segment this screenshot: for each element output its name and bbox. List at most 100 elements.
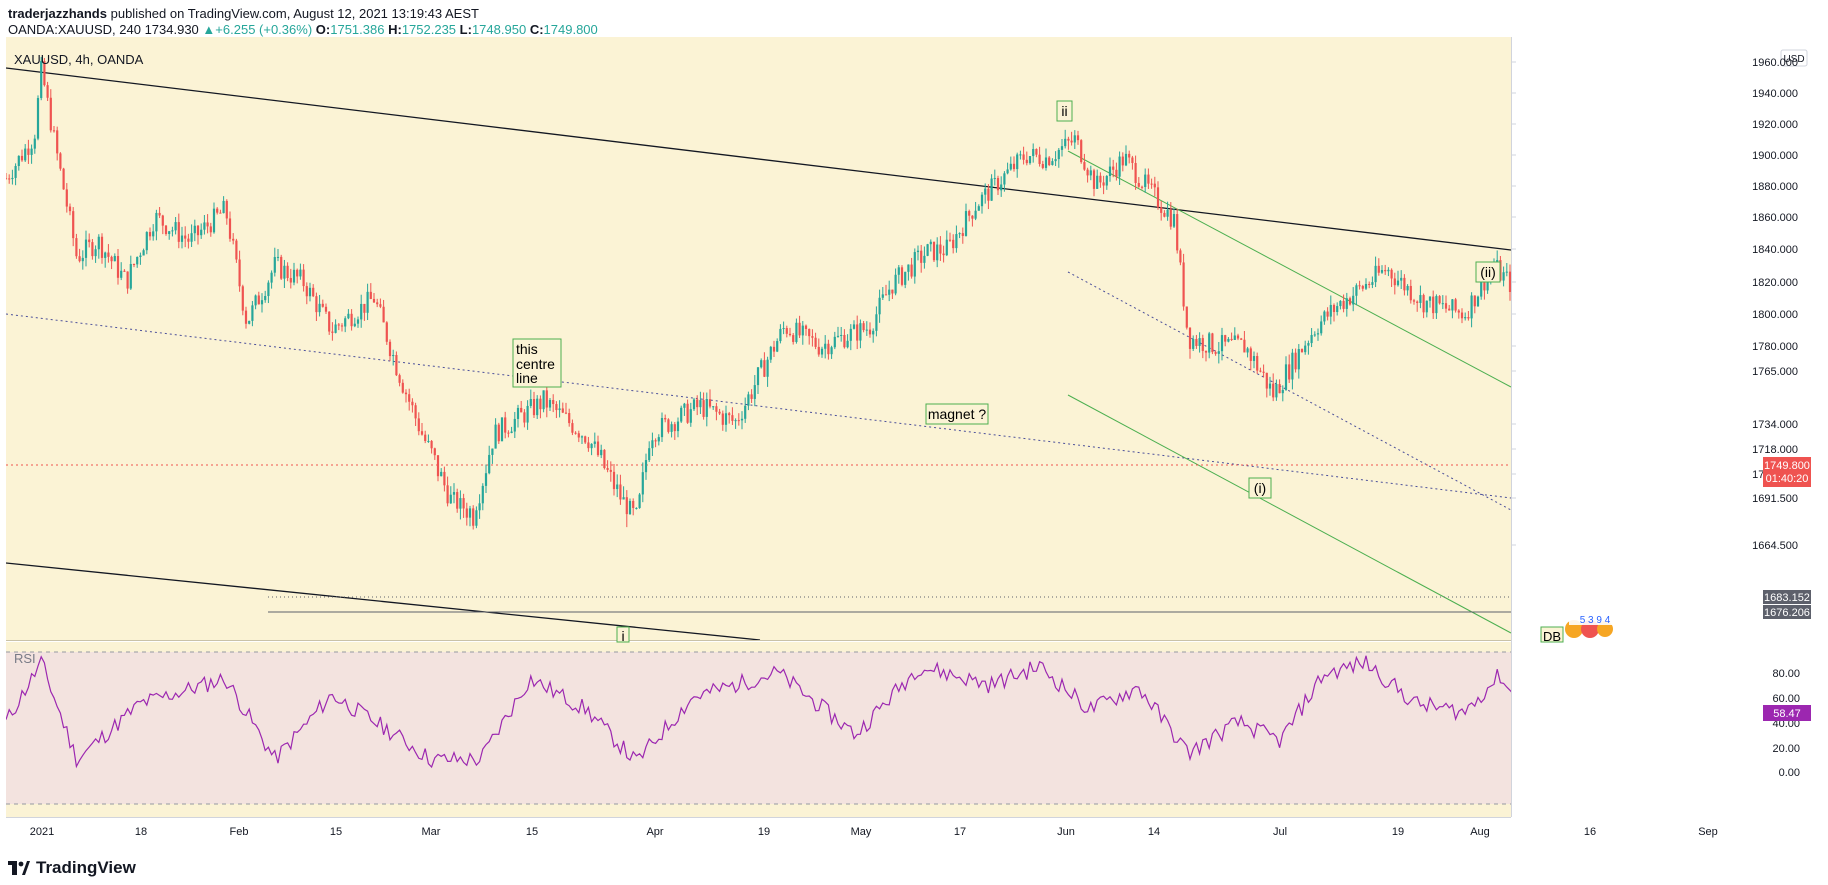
candle-body <box>1284 364 1288 390</box>
candle-body <box>113 256 116 262</box>
tradingview-logo[interactable]: TradingView <box>8 858 136 878</box>
candle-body <box>1086 169 1089 176</box>
price-tick-label: 1800.000 <box>1752 309 1798 321</box>
candle-body <box>283 265 286 279</box>
candle-body <box>1227 338 1230 342</box>
candle-body <box>1374 265 1377 283</box>
economic-events-icon[interactable]: 5 3 9 4 <box>1565 613 1621 638</box>
candle-body <box>808 328 811 337</box>
time-tick-label: 19 <box>1392 826 1404 838</box>
candle-body <box>680 407 683 422</box>
candle-body <box>443 471 446 486</box>
candle-body <box>1294 352 1297 370</box>
time-tick-label: 19 <box>758 826 770 838</box>
candle-body <box>59 153 62 169</box>
candle-body <box>347 313 350 319</box>
candle-body <box>945 239 948 256</box>
channel-lower-line[interactable] <box>1067 394 1511 634</box>
price-tick-label: 1691.500 <box>1752 493 1798 505</box>
candle-body <box>1156 187 1160 208</box>
candle-body <box>1268 383 1272 389</box>
time-tick-label: 17 <box>954 826 966 838</box>
candle-body <box>1217 351 1220 354</box>
candle-body <box>1425 300 1428 313</box>
price-tick-label: 1840.000 <box>1752 244 1798 256</box>
candle-body <box>1054 159 1057 162</box>
candle-body <box>715 406 718 412</box>
wave-sub-i-box[interactable] <box>1248 477 1272 499</box>
candle-body <box>1108 166 1112 177</box>
candle-body <box>1080 140 1083 163</box>
channel-upper-line[interactable] <box>1067 150 1511 388</box>
candle-body <box>235 240 238 260</box>
candlestick-series[interactable] <box>5 56 1585 530</box>
candle-body <box>1201 338 1204 351</box>
candle-body <box>1281 389 1284 394</box>
candle-body <box>737 420 740 422</box>
centre-line-note-box[interactable] <box>512 338 562 388</box>
candle-body <box>1140 186 1144 188</box>
candle-body <box>84 239 88 258</box>
candle-body <box>545 390 548 408</box>
high-label: H: <box>388 22 402 37</box>
candle-body <box>779 328 782 342</box>
candle-body <box>993 178 996 180</box>
candle-body <box>1057 149 1060 160</box>
candle-body <box>830 347 833 355</box>
candle-body <box>1342 300 1345 309</box>
candle-body <box>836 335 840 337</box>
candle-body <box>1384 270 1387 272</box>
main-pane[interactable] <box>6 37 1511 640</box>
candle-body <box>353 323 356 327</box>
rsi-line[interactable] <box>6 655 1585 769</box>
candle-body <box>574 432 577 434</box>
time-tick-label: Sep <box>1698 826 1718 838</box>
candle-body <box>676 421 680 432</box>
magnet-note-box[interactable] <box>925 403 989 425</box>
candle-body <box>369 291 372 299</box>
rsi-label: RSI <box>14 651 36 666</box>
candle-body <box>46 85 49 98</box>
candle-body <box>449 494 452 504</box>
channel-mid-line[interactable] <box>1067 271 1511 511</box>
candle-body <box>740 418 744 421</box>
candle-body <box>849 328 852 341</box>
currency-button[interactable] <box>1780 49 1808 67</box>
candle-body <box>1352 295 1355 305</box>
candle-body <box>846 340 849 348</box>
candle-body <box>1361 286 1364 289</box>
candle-body <box>635 507 638 509</box>
lower-trendline[interactable] <box>6 562 761 640</box>
candle-body <box>1147 174 1150 184</box>
candle-body <box>824 343 827 349</box>
candle-body <box>612 471 616 490</box>
candle-body <box>222 200 225 214</box>
candle-body <box>267 282 270 297</box>
rsi-band <box>6 652 1511 804</box>
candle-body <box>1169 209 1172 227</box>
wave-ii-box[interactable] <box>1056 100 1073 122</box>
wave-i-box[interactable] <box>616 626 630 643</box>
candle-body <box>155 212 158 232</box>
candle-body <box>523 412 526 423</box>
wave-sub-ii-box[interactable] <box>1475 261 1501 283</box>
candle-body <box>510 431 513 433</box>
rsi-tick-label: 80.00 <box>1772 668 1800 680</box>
candle-body <box>1131 157 1134 163</box>
db-box[interactable] <box>1540 626 1564 643</box>
rsi-tick-label: 60.00 <box>1772 693 1800 705</box>
candle-body <box>1060 146 1064 150</box>
candle-body <box>763 360 766 377</box>
price-axis[interactable] <box>1511 37 1828 817</box>
candle-body <box>232 238 235 241</box>
candle-body <box>1073 135 1076 143</box>
candle-body <box>539 398 542 410</box>
candle-body <box>417 418 420 432</box>
price-tick-label: 1860.000 <box>1752 212 1798 224</box>
candle-body <box>811 336 814 338</box>
candle-body <box>728 413 731 416</box>
upper-trendline[interactable] <box>6 67 1511 251</box>
candle-body <box>1476 296 1480 307</box>
candle-body <box>203 222 206 230</box>
